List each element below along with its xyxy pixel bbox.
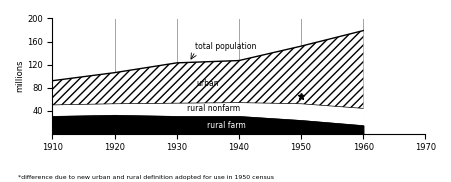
Text: *difference due to new urban and rural definition adopted for use in 1950 census: *difference due to new urban and rural d… xyxy=(18,175,274,180)
Y-axis label: millions: millions xyxy=(15,60,24,92)
Text: rural farm: rural farm xyxy=(207,121,246,130)
Text: rural nonfarm: rural nonfarm xyxy=(188,104,240,113)
Text: total population: total population xyxy=(195,42,257,51)
Text: urban: urban xyxy=(197,80,219,88)
